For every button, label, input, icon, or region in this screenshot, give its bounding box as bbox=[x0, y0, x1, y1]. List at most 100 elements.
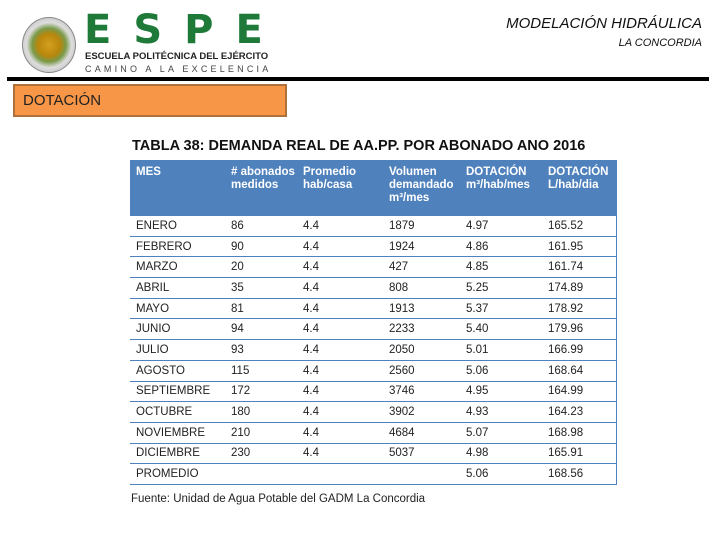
table-cell: 94 bbox=[225, 318, 297, 341]
table-cell: 5.25 bbox=[460, 277, 542, 299]
table-cell: 165.52 bbox=[542, 216, 617, 237]
column-header: Promedio hab/casa bbox=[297, 160, 383, 216]
table-cell: 4684 bbox=[383, 422, 460, 444]
table-row: NOVIEMBRE 210 4.4 4684 5.07 168.98 bbox=[130, 422, 617, 444]
table-cell: JUNIO bbox=[130, 318, 225, 341]
page-subtitle: LA CONCORDIA bbox=[618, 37, 702, 49]
table-cell: 4.4 bbox=[297, 381, 383, 403]
table-cell: 1913 bbox=[383, 298, 460, 320]
table-row: FEBRERO 90 4.4 1924 4.86 161.95 bbox=[130, 236, 617, 258]
table-cell: MARZO bbox=[130, 256, 225, 279]
table-cell: 164.99 bbox=[542, 381, 617, 403]
table-cell: 230 bbox=[225, 443, 297, 465]
table-cell: 3746 bbox=[383, 381, 460, 403]
table-cell: 20 bbox=[225, 256, 297, 279]
table-cell: 4.4 bbox=[297, 236, 383, 258]
table-cell: JULIO bbox=[130, 339, 225, 361]
table-cell: 4.86 bbox=[460, 236, 542, 258]
table-cell: 5.06 bbox=[460, 463, 542, 485]
table-cell: 5.01 bbox=[460, 339, 542, 361]
table-cell: 4.4 bbox=[297, 422, 383, 444]
table-cell: 4.85 bbox=[460, 256, 542, 279]
section-label-box: DOTACIÓN bbox=[13, 84, 287, 117]
table-cell: 5.37 bbox=[460, 298, 542, 320]
table-row: ABRIL 35 4.4 808 5.25 174.89 bbox=[130, 277, 617, 299]
table-cell: 5.40 bbox=[460, 318, 542, 341]
table-cell: 166.99 bbox=[542, 339, 617, 361]
table-row: JULIO 93 4.4 2050 5.01 166.99 bbox=[130, 339, 617, 361]
page-title: MODELACIÓN HIDRÁULICA bbox=[506, 15, 702, 32]
table-row: SEPTIEMBRE 172 4.4 3746 4.95 164.99 bbox=[130, 381, 617, 403]
table-cell bbox=[383, 463, 460, 485]
table-row: OCTUBRE 180 4.4 3902 4.93 164.23 bbox=[130, 401, 617, 423]
table-source: Fuente: Unidad de Agua Potable del GADM … bbox=[131, 493, 426, 505]
table-cell bbox=[297, 463, 383, 485]
table-cell: 179.96 bbox=[542, 318, 617, 341]
table-cell: MAYO bbox=[130, 298, 225, 320]
table-cell: 1924 bbox=[383, 236, 460, 258]
table-cell: 808 bbox=[383, 277, 460, 299]
table-cell: 174.89 bbox=[542, 277, 617, 299]
table-cell: 4.4 bbox=[297, 401, 383, 423]
table-header-row: MES # abonados medidos Promedio hab/casa Vo… bbox=[130, 160, 617, 216]
table-row: JUNIO 94 4.4 2233 5.40 179.96 bbox=[130, 318, 617, 341]
table-cell: 35 bbox=[225, 277, 297, 299]
table-cell: 4.4 bbox=[297, 216, 383, 237]
table-cell: FEBRERO bbox=[130, 236, 225, 258]
column-header: Volumen demandado m³/mes bbox=[383, 160, 460, 216]
table-cell: ENERO bbox=[130, 216, 225, 237]
table-row: MAYO 81 4.4 1913 5.37 178.92 bbox=[130, 298, 617, 320]
table-cell: 427 bbox=[383, 256, 460, 279]
section-label: DOTACIÓN bbox=[23, 92, 102, 109]
table-cell: 168.98 bbox=[542, 422, 617, 444]
table-row: ENERO 86 4.4 1879 4.97 165.52 bbox=[130, 216, 617, 237]
column-header: DOTACIÓN L/hab/dia bbox=[542, 160, 617, 216]
table-cell: DICIEMBRE bbox=[130, 443, 225, 465]
table-cell: 5037 bbox=[383, 443, 460, 465]
table-row: PROMEDIO 5.06 168.56 bbox=[130, 463, 617, 485]
table-cell: 180 bbox=[225, 401, 297, 423]
table-cell: PROMEDIO bbox=[130, 463, 225, 485]
table-cell: 172 bbox=[225, 381, 297, 403]
table-cell: 5.07 bbox=[460, 422, 542, 444]
table-cell: 4.98 bbox=[460, 443, 542, 465]
table-cell: 2233 bbox=[383, 318, 460, 341]
table-cell: 93 bbox=[225, 339, 297, 361]
table-cell: 81 bbox=[225, 298, 297, 320]
demand-table: MES # abonados medidos Promedio hab/casa Vo… bbox=[130, 160, 617, 485]
table-cell: 4.95 bbox=[460, 381, 542, 403]
school-name: ESCUELA POLITÉCNICA DEL EJÉRCITO bbox=[85, 51, 269, 62]
table-cell: 2050 bbox=[383, 339, 460, 361]
table-cell: 168.56 bbox=[542, 463, 617, 485]
table-cell bbox=[225, 463, 297, 485]
table-cell: SEPTIEMBRE bbox=[130, 381, 225, 403]
table-cell: 4.4 bbox=[297, 298, 383, 320]
header-divider bbox=[7, 77, 709, 81]
table-cell: 3902 bbox=[383, 401, 460, 423]
table-cell: 165.91 bbox=[542, 443, 617, 465]
table-cell: 90 bbox=[225, 236, 297, 258]
table-cell: 115 bbox=[225, 360, 297, 382]
table-row: DICIEMBRE 230 4.4 5037 4.98 165.91 bbox=[130, 443, 617, 465]
table-cell: 164.23 bbox=[542, 401, 617, 423]
table-title: TABLA 38: DEMANDA REAL DE AA.PP. POR ABO… bbox=[132, 138, 586, 154]
table-cell: ABRIL bbox=[130, 277, 225, 299]
column-header: # abonados medidos bbox=[225, 160, 297, 216]
column-header: DOTACIÓN m³/hab/mes bbox=[460, 160, 542, 216]
table-cell: 210 bbox=[225, 422, 297, 444]
school-motto: CAMINO A LA EXCELENCIA bbox=[85, 64, 272, 74]
table-cell: 1879 bbox=[383, 216, 460, 237]
table-cell: 4.4 bbox=[297, 256, 383, 279]
table-row: MARZO 20 4.4 427 4.85 161.74 bbox=[130, 256, 617, 279]
table-cell: AGOSTO bbox=[130, 360, 225, 382]
table-cell: 168.64 bbox=[542, 360, 617, 382]
table-cell: 5.06 bbox=[460, 360, 542, 382]
table-cell: 4.4 bbox=[297, 277, 383, 299]
table-cell: 2560 bbox=[383, 360, 460, 382]
table-cell: NOVIEMBRE bbox=[130, 422, 225, 444]
table-cell: 4.4 bbox=[297, 339, 383, 361]
table-cell: 4.4 bbox=[297, 318, 383, 341]
table-cell: 4.97 bbox=[460, 216, 542, 237]
table-row: AGOSTO 115 4.4 2560 5.06 168.64 bbox=[130, 360, 617, 382]
table-cell: 161.74 bbox=[542, 256, 617, 279]
